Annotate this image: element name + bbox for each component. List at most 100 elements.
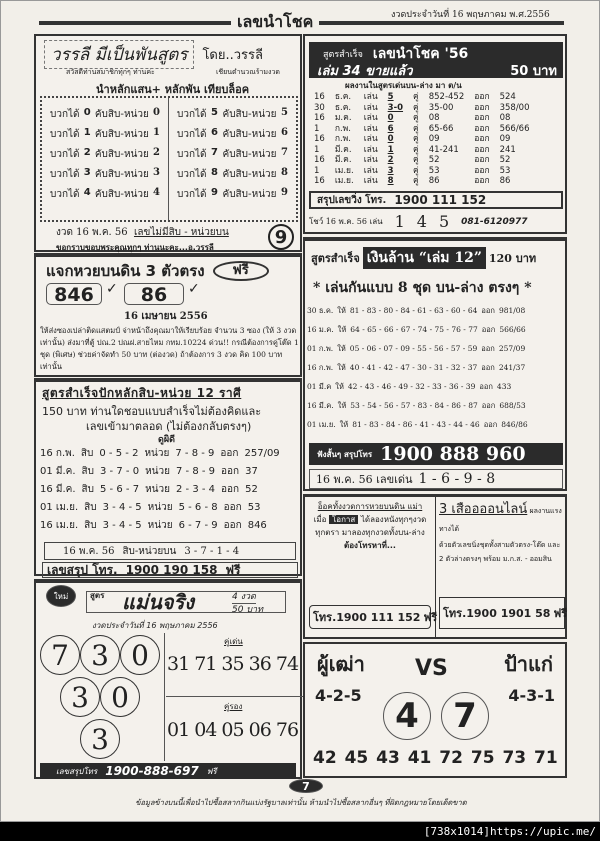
varasri-section: วรรลี มีเป็นพันสูตร โดย..วรรลี สวัสดีท่า… bbox=[34, 34, 302, 252]
month: ก.พ. bbox=[334, 134, 351, 145]
lucky-next-label: โชว์ 16 พ.ค. 56 เล่น bbox=[309, 217, 383, 226]
label: คู่ bbox=[413, 123, 419, 134]
million-prefix: สูตรสำเร็จ bbox=[311, 252, 360, 265]
result: 4 bbox=[153, 187, 160, 198]
million-next: 16 พ.ค. 56 เลขเด่น 1 - 6 - 9 - 8 bbox=[309, 469, 563, 489]
digit: 3 bbox=[192, 484, 199, 495]
label: คู่ bbox=[413, 92, 419, 103]
greeting: สวัสดีท่านสมาชิกทุกๆ ท่านค่ะ bbox=[66, 68, 155, 76]
check-icon: ✓ bbox=[188, 281, 200, 297]
circled-number: 2 bbox=[387, 155, 394, 166]
number-sequence: 1 - 6 - 9 - 8 bbox=[418, 471, 496, 487]
divider bbox=[164, 633, 165, 761]
varasri-subtitle: นำหลักแสน+ หลักพัน เทียบล็อค bbox=[96, 83, 250, 96]
versus-left-numbers: 4-2-5 bbox=[315, 686, 362, 705]
sure-prefix: สูตร bbox=[90, 591, 105, 600]
phone-number: 1900 888 960 bbox=[380, 443, 526, 465]
result: 846 bbox=[247, 520, 267, 531]
label: หน่วย bbox=[147, 520, 173, 531]
varasri-row: บวกได้ 0 คับสิบ-หน่วย 0 bbox=[50, 107, 160, 122]
tens-line1: 150 บาท ท่านใดชอบแบบสำเร็จไม่ต้องคิดและ bbox=[42, 405, 262, 418]
day: 16 bbox=[314, 134, 325, 145]
million-next-numbers: 1 - 6 - 9 - 8 bbox=[419, 471, 496, 487]
tens-line2: เลขเข้ามาตลอด (ไม่ต้องกลับตรงๆ) bbox=[86, 420, 252, 433]
digit: 0 bbox=[99, 448, 106, 459]
day: 16 bbox=[314, 113, 325, 124]
tens-subtitle: ดูผิดี bbox=[158, 435, 175, 445]
result: 566/66 bbox=[499, 123, 530, 134]
free-label: ฟรี bbox=[206, 766, 217, 776]
label: ออก bbox=[220, 448, 239, 459]
numbers: 40 - 41 - 42 - 47 - 30 - 31 - 32 - 37 bbox=[349, 363, 478, 372]
table-row: 16 ม.ค. เล่น 0 คู่ 08 ออก 08 bbox=[309, 113, 535, 124]
label: คู่ bbox=[413, 113, 419, 124]
result: 8 bbox=[281, 167, 288, 178]
digit: 2 bbox=[132, 448, 139, 459]
lucky-title-2: เลขนำโชค '56 bbox=[372, 46, 469, 62]
lucky-issue: เล่ม 34 ขายแล้ว bbox=[317, 64, 413, 79]
result: 524 bbox=[499, 92, 516, 103]
tens-next-label: สิบ-หน่วยบน bbox=[122, 545, 177, 557]
circled-number: 6 bbox=[387, 123, 394, 134]
digit: 3 bbox=[100, 466, 107, 477]
label: คับสิบ-หน่วย bbox=[222, 129, 277, 140]
versus-big-1: 4 bbox=[383, 692, 431, 740]
varasri-title: วรรลี มีเป็นพันสูตร bbox=[44, 40, 195, 69]
digit: 7 bbox=[200, 545, 207, 557]
promo-right-title: 3 เสืออออนไลน์ bbox=[439, 502, 528, 517]
result: 1 bbox=[153, 127, 160, 138]
million-subtitle: * เล่นกันแบบ 8 ชุด บน-ล่าง ตรงๆ * bbox=[313, 280, 532, 296]
varasri-row: บวกได้ 5 คับสิบ-หน่วย 5 bbox=[177, 107, 288, 122]
label: เล่น bbox=[363, 113, 378, 124]
table-row: 01 มี.ค. สิบ 3 - 7 - 0 หน่วย 7 - 8 - 9 ออก 37 bbox=[40, 463, 300, 481]
label: สิบ bbox=[80, 448, 94, 459]
digit: 7 bbox=[211, 147, 219, 158]
lucky-next-digit: 5 bbox=[438, 212, 450, 231]
promo-right-line: 2 ตัวล่างตรงๆ พร้อม ม.ก.ส. - ออมสิน bbox=[439, 555, 552, 563]
label: ออก bbox=[474, 123, 490, 134]
label: ออก bbox=[221, 484, 240, 495]
table-row: 16 เม.ย. เล่น 8 คู่ 86 ออก 86 bbox=[309, 176, 535, 187]
number-sequence: 3 - 7 - 0 bbox=[100, 466, 140, 477]
day: 1 bbox=[314, 123, 320, 134]
numbers: 81 - 83 - 80 - 84 - 61 - 63 - 60 - 64 bbox=[349, 306, 478, 315]
label: ให้ bbox=[339, 420, 349, 429]
number-sequence: 0 - 5 - 2 bbox=[99, 448, 139, 459]
number-sequence: 3 - 4 - 5 bbox=[102, 520, 142, 531]
digit: 7 bbox=[132, 484, 140, 495]
pair: 65-66 bbox=[428, 123, 454, 134]
digit: 6 bbox=[194, 502, 202, 513]
digit: 5 bbox=[135, 520, 142, 531]
varasri-row: บวกได้ 2 คับสิบ-หน่วย 2 bbox=[50, 147, 160, 162]
number-ball: 3 bbox=[80, 719, 120, 759]
label: หน่วย bbox=[145, 484, 170, 495]
varasri-row: บวกได้ 4 คับสิบ-หน่วย 4 bbox=[50, 187, 160, 202]
digit: 6 bbox=[211, 127, 219, 138]
result: 09 bbox=[499, 134, 511, 145]
free-body: ให้ส่งซองเปล่าติดแสตมป์ จ่าหน้าถึงคุณมาใ… bbox=[40, 326, 299, 371]
digit: 8 bbox=[211, 502, 218, 513]
digit: 7 bbox=[194, 520, 202, 531]
result: 86 bbox=[499, 176, 511, 187]
label: เล่น bbox=[363, 155, 378, 166]
day: 16 bbox=[314, 176, 325, 187]
day: 16 bbox=[314, 155, 325, 166]
table-row: 16 ก.พ. สิบ 0 - 5 - 2 หน่วย 7 - 8 - 9 ออก 257/… bbox=[40, 445, 300, 463]
result: 6 bbox=[281, 127, 288, 138]
circled-number: 5 bbox=[387, 92, 394, 103]
date: 16 ก.พ. bbox=[40, 448, 75, 459]
number-sequence: 2 - 3 - 4 bbox=[175, 484, 216, 495]
result: 257/09 bbox=[244, 448, 280, 459]
varasri-col-left: บวกได้ 0 คับสิบ-หน่วย 0 บวกได้ 1 คับสิบ-หน่วย 1… bbox=[42, 98, 169, 220]
table-row: 16 มี.ค. ให้ 53 - 54 - 56 - 57 - 83 - 84 -… bbox=[307, 396, 567, 415]
result: 566/66 bbox=[499, 325, 526, 334]
table-row: 1 เม.ย. เล่น 3 คู่ 53 ออก 53 bbox=[309, 166, 535, 177]
result: 2 bbox=[153, 147, 160, 158]
date: 16 มี.ค. bbox=[307, 401, 334, 410]
free-label: ฟรี bbox=[423, 611, 438, 624]
date: 01 ก.พ. bbox=[307, 344, 334, 353]
table-row: 01 เม.ย. สิบ 3 - 4 - 5 หน่วย 5 - 6 - 8 ออก 53 bbox=[40, 499, 300, 517]
label: คับสิบ-หน่วย bbox=[222, 149, 277, 160]
magazine-page: เลขนำโชค งวดประจำวันที่ 16 พฤษภาคม พ.ศ.2… bbox=[0, 0, 600, 822]
table-row: 1 ก.พ. เล่น 6 คู่ 65-66 ออก 566/66 bbox=[309, 124, 535, 135]
